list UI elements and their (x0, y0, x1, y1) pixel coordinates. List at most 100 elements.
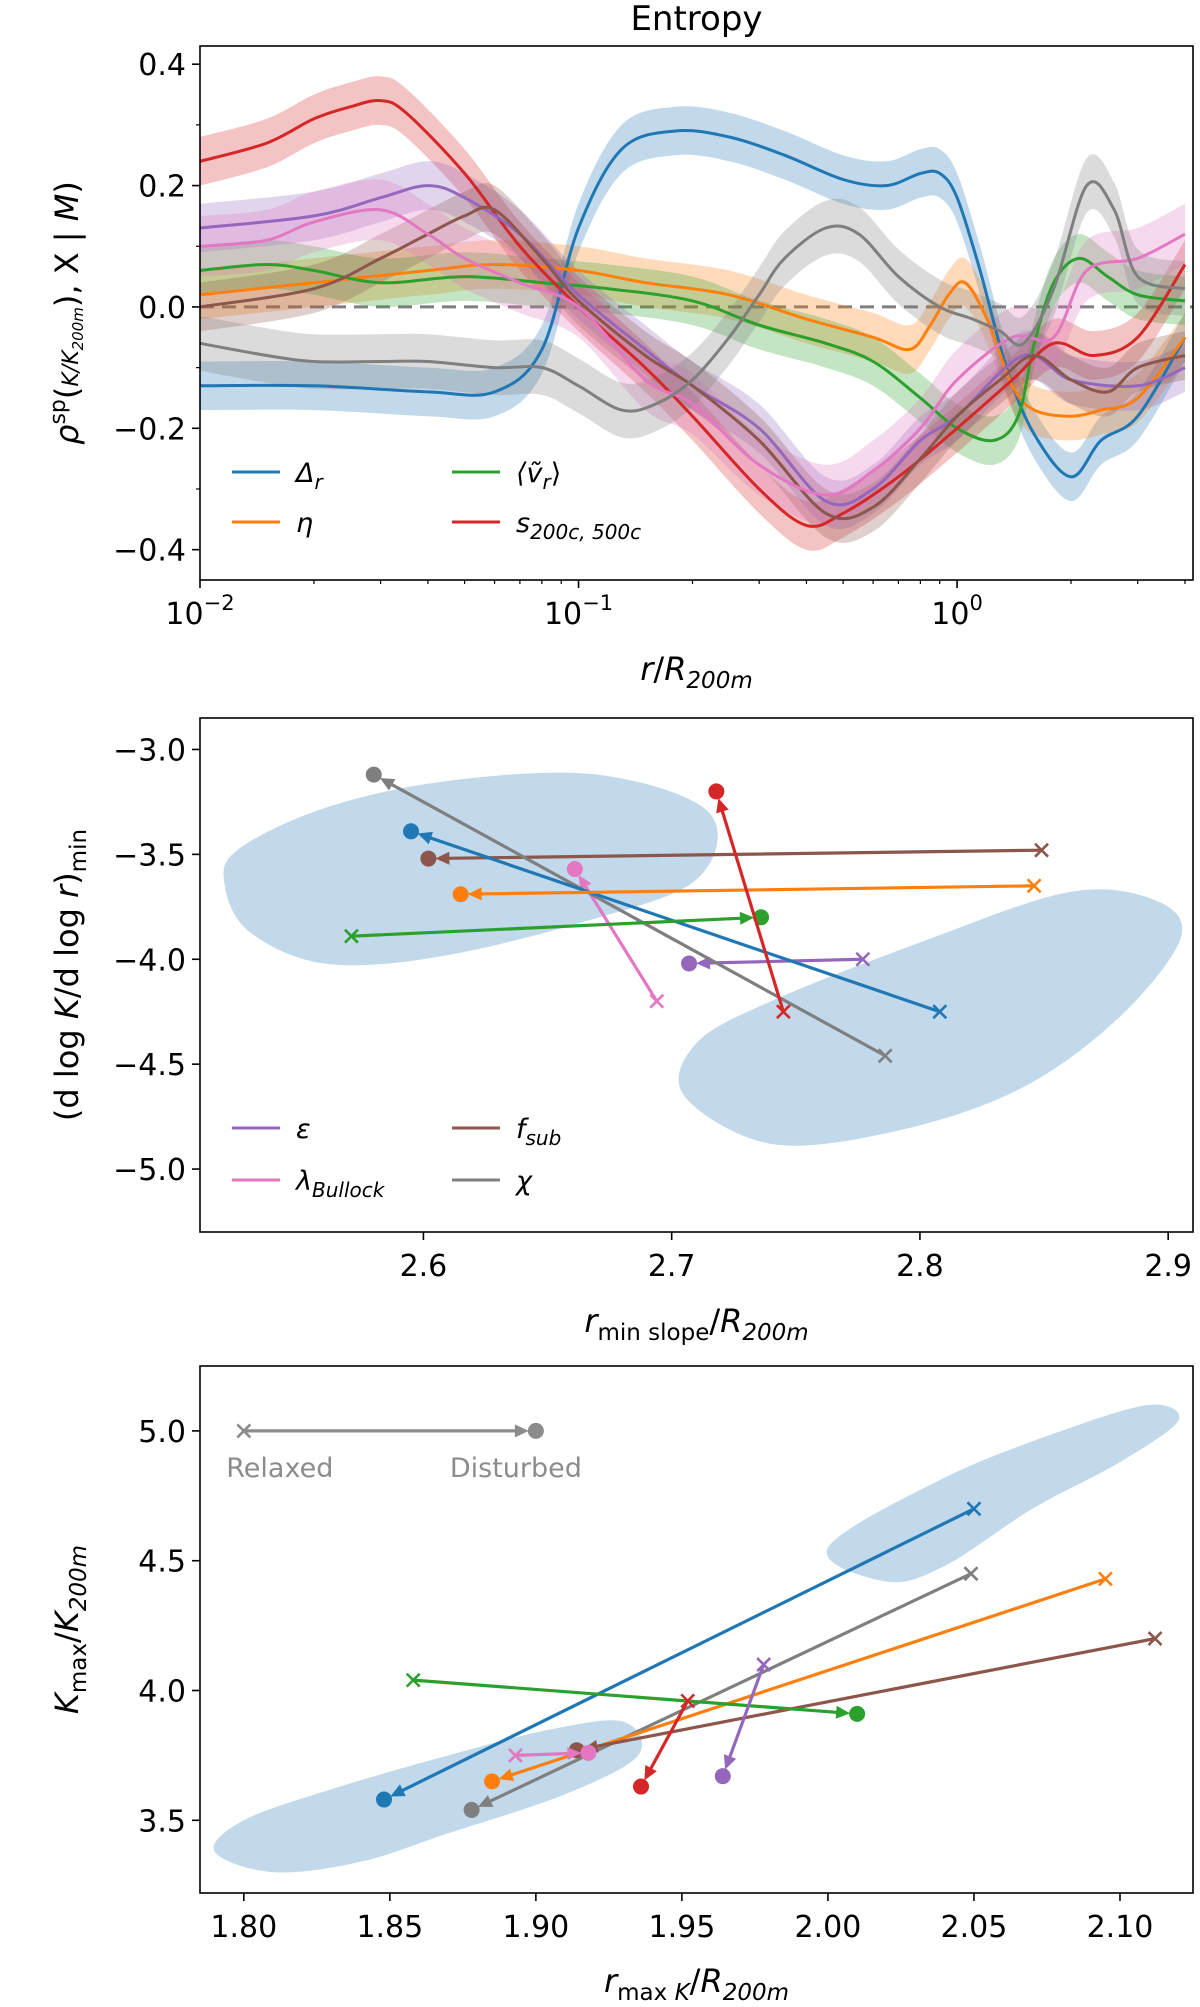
series-line (199, 98, 1187, 528)
y-label-K: K (48, 1690, 86, 1714)
relaxed-marker (963, 1566, 979, 1582)
disturbed-marker (681, 955, 698, 972)
x-axis-label: rmax K/R200m (604, 1962, 789, 2006)
legend-label: fsub (516, 1114, 561, 1150)
pair-arrow-head (379, 778, 396, 791)
pair-arrow-head (723, 1754, 737, 1770)
legend-symbol: Δ (294, 458, 314, 489)
pair-arrow-shaft (427, 835, 942, 1014)
plot-frame (199, 717, 1194, 1233)
confidence-band (200, 179, 1185, 526)
relaxed-marker (877, 1048, 893, 1064)
pair-arrow-head (835, 1705, 851, 1719)
x-axis-label: rmin slope/R200m (584, 1302, 808, 1346)
y-label-K2: K (48, 1608, 86, 1632)
example-relaxed-marker (236, 1423, 252, 1439)
y-tick-label: −4.5 (113, 1048, 186, 1083)
y-label-paren: ( (48, 387, 86, 399)
x-tick-base: 10 (931, 597, 969, 632)
x-tick-label: 2.7 (648, 1249, 696, 1284)
y-tick-label: −0.2 (113, 412, 186, 447)
example-disturbed-marker (527, 1422, 544, 1439)
y-label-c: ) (48, 872, 86, 884)
plot-frame (199, 1365, 1194, 1894)
pair-arrow-head (644, 1765, 657, 1781)
disturbed-marker (849, 1705, 866, 1722)
x-tick-label: 2.9 (1144, 1249, 1192, 1284)
disturbed-marker (463, 1801, 480, 1818)
pair-arrow-head (390, 1784, 406, 1797)
y-tick-label: 4.5 (138, 1545, 186, 1580)
relaxed-marker (932, 1004, 948, 1020)
legend-tail: ⟩ (551, 458, 562, 489)
y-label-mid: ), X | (48, 221, 86, 307)
legend-label: λBullock (294, 1166, 386, 1202)
x-label-slash: / (690, 1962, 701, 2000)
disturbed-region (213, 1720, 643, 1873)
y-tick-label: 5.0 (138, 1415, 186, 1450)
y-tick-label: 3.5 (138, 1804, 186, 1839)
y-label-sub: max (66, 1643, 92, 1693)
disturbed-marker (403, 823, 420, 840)
relaxed-marker (344, 928, 359, 944)
disturbed-marker (375, 1791, 392, 1808)
legend-label: Δr (294, 458, 324, 494)
x-tick-label: 100 (931, 591, 983, 632)
x-tick-label: 2.10 (1087, 1910, 1154, 1945)
y-label-M: M (48, 194, 86, 222)
y-tick-label: −5.0 (113, 1153, 186, 1188)
pair-arrow-head (739, 911, 755, 925)
relaxed-marker (966, 1501, 982, 1517)
pair-arrow-head (417, 831, 433, 845)
pair-arrow-shaft (487, 1572, 973, 1804)
pair-arrow-shaft (478, 884, 1036, 896)
pair-arrow-shaft (399, 1507, 976, 1793)
legend-symbol: λ (294, 1166, 312, 1197)
pair-arrow-shaft (445, 848, 1044, 860)
series-line (199, 205, 1186, 521)
y-label-rho: ρ (48, 425, 86, 445)
legend-label: χ (514, 1166, 533, 1197)
pair-arrow-shaft (513, 1751, 572, 1758)
x-tick-exponent: −1 (582, 591, 613, 615)
y-label-K: K (48, 995, 86, 1019)
relaxed-region (678, 889, 1183, 1146)
legend-label: η (296, 508, 313, 539)
x-tick-label: 2.00 (795, 1910, 862, 1945)
legend-subscript: Bullock (312, 1178, 386, 1202)
x-tick-label: 2.6 (400, 1249, 448, 1284)
x-axis-label: r/R200m (640, 650, 752, 694)
legend-label: ε (296, 1114, 311, 1145)
x-label-R: R (700, 1962, 722, 2000)
x-label-sub: min slope (597, 1320, 709, 1346)
series-line (199, 184, 1186, 507)
y-tick-label: −3.0 (113, 733, 186, 768)
pair-arrow-head (716, 798, 729, 814)
example-arrow-head (514, 1424, 529, 1438)
confidence-band (200, 76, 1185, 551)
x-label-sub2: 200m (723, 1980, 789, 2006)
y-label-sub: min (66, 829, 92, 872)
x-tick-label: 2.8 (896, 1249, 944, 1284)
disturbed-marker (566, 861, 583, 878)
x-label-sub: 200m (686, 668, 752, 694)
y-label-sp: sp (46, 399, 71, 424)
x-label-r: r (604, 1962, 619, 2000)
legend-subscript: r (543, 470, 553, 494)
confidence-band (200, 240, 1185, 441)
relaxed-marker (1097, 1571, 1113, 1587)
relaxed-marker (508, 1747, 523, 1763)
y-label-sub2: 200m (66, 1545, 92, 1611)
legend-subscript: r (314, 470, 324, 494)
pair-arrow-shaft (593, 1636, 1157, 1749)
series-line (199, 128, 1187, 479)
x-tick-label: 1.90 (502, 1910, 569, 1945)
y-label-close: ) (48, 181, 86, 193)
legend-symbol: ε (296, 1114, 311, 1145)
x-tick-exponent: 0 (969, 591, 982, 615)
x-label-R: R (720, 1302, 742, 1340)
relaxed-marker (1034, 842, 1049, 858)
y-tick-label: −0.4 (113, 534, 186, 569)
y-label-frac-sub: 200m (69, 307, 87, 350)
